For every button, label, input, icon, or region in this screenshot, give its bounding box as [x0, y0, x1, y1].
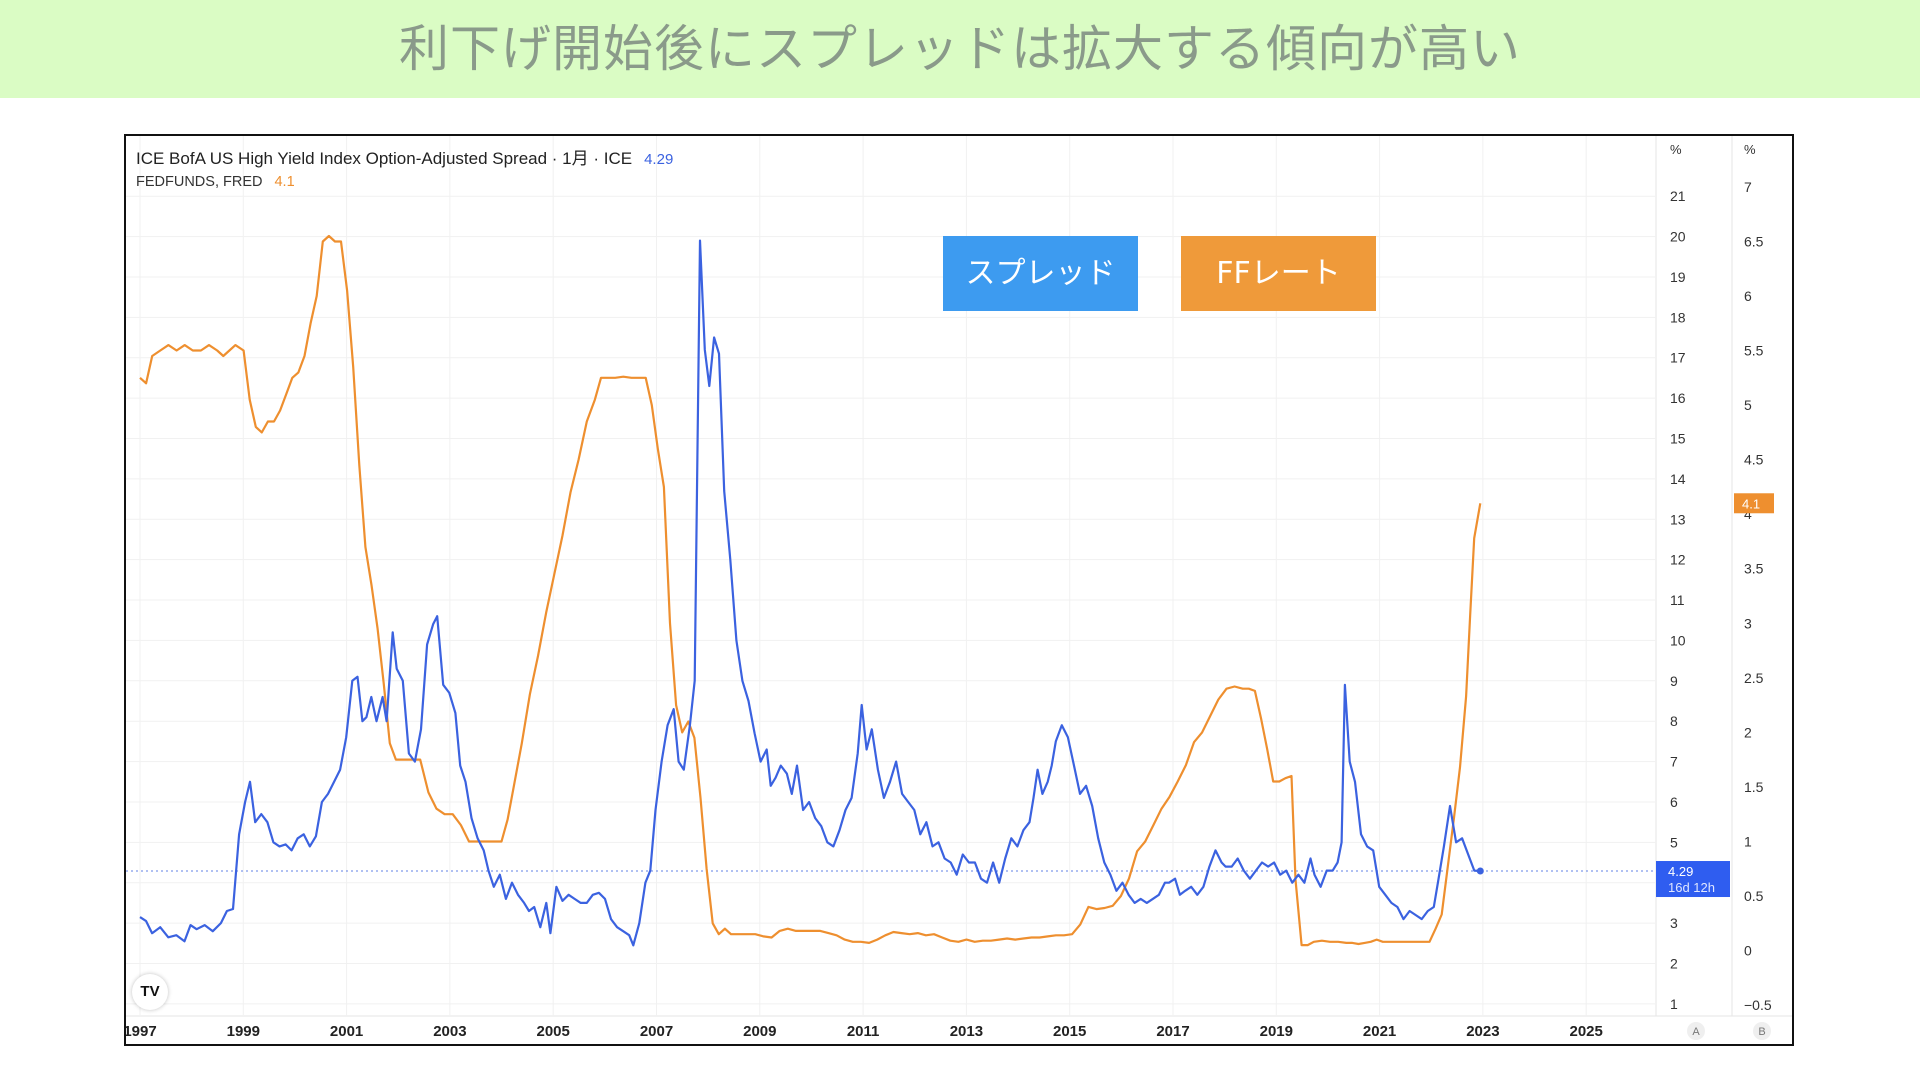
x-axis-tick-label: 2003: [433, 1023, 466, 1040]
right-axis-tick-label: 1: [1744, 833, 1752, 849]
right-axis-tick-label: 2: [1744, 724, 1752, 740]
left-axis-tick-label: 8: [1670, 713, 1678, 729]
right-axis-tick-label: 0: [1744, 943, 1752, 959]
right-axis-tick-label: 5.5: [1744, 343, 1764, 359]
axis-letter: A: [1692, 1026, 1700, 1038]
left-axis-tick-label: 16: [1670, 390, 1686, 406]
legend-fedfunds-value: 4.1: [274, 174, 295, 190]
right-axis-tick-label: −0.5: [1744, 997, 1772, 1013]
chart-canvas[interactable]: 212019181716151413121110987654321%76.565…: [126, 136, 1792, 1044]
x-axis-tick-label: 2005: [537, 1023, 570, 1040]
left-axis-tick-label: 15: [1670, 431, 1686, 447]
right-axis-tick-label: 1.5: [1744, 779, 1764, 795]
x-axis-tick-label: 2017: [1156, 1023, 1189, 1040]
legend-fedfunds[interactable]: FEDFUNDS, FRED 4.1: [136, 174, 295, 190]
left-axis-tick-label: 19: [1670, 269, 1686, 285]
right-axis-tick-label: 0.5: [1744, 888, 1764, 904]
banner-title: 利下げ開始後にスプレッドは拡大する傾向が高い: [399, 20, 1521, 78]
legend-spread[interactable]: ICE BofA US High Yield Index Option-Adju…: [136, 144, 673, 169]
x-axis-tick-label: 2023: [1466, 1023, 1499, 1040]
ff-rate-label-tag: FFレート: [1181, 236, 1376, 311]
left-axis-unit: %: [1670, 142, 1682, 157]
spread-series-line: [139, 239, 1481, 947]
spread-last-value: 4.29: [1668, 864, 1693, 879]
x-axis-tick-label: 2019: [1260, 1023, 1293, 1040]
x-axis-tick-label: 1997: [126, 1023, 157, 1040]
left-axis-tick-label: 1: [1670, 996, 1678, 1012]
left-axis-tick-label: 21: [1670, 188, 1686, 204]
right-axis-tick-label: 7: [1744, 179, 1752, 195]
left-axis-tick-label: 11: [1670, 592, 1685, 608]
left-axis-tick-label: 5: [1670, 834, 1678, 850]
right-axis-tick-label: 6: [1744, 288, 1752, 304]
legend-spread-value: 4.29: [644, 151, 674, 168]
right-axis-tick-label: 4.5: [1744, 452, 1764, 468]
left-axis-tick-label: 9: [1670, 673, 1678, 689]
x-axis-tick-label: 2025: [1570, 1023, 1603, 1040]
right-axis-tick-label: 3.5: [1744, 561, 1764, 577]
x-axis-tick-label: 1999: [227, 1023, 260, 1040]
x-axis-tick-label: 2013: [950, 1023, 983, 1040]
ff-last-value: 4.1: [1742, 496, 1760, 511]
x-axis-tick-label: 2009: [743, 1023, 776, 1040]
spread-label-tag: スプレッド: [943, 236, 1138, 311]
left-axis-tick-label: 6: [1670, 794, 1678, 810]
left-axis-tick-label: 7: [1670, 754, 1678, 770]
fedfunds-series-line: [139, 234, 1482, 947]
legend-fedfunds-title: FEDFUNDS, FRED: [136, 174, 263, 190]
tradingview-logo-icon[interactable]: TV: [132, 974, 168, 1010]
axis-letter-badge: [1687, 1022, 1705, 1040]
left-axis-tick-label: 13: [1670, 511, 1686, 527]
x-axis-tick-label: 2007: [640, 1023, 673, 1040]
right-axis-tick-label: 5: [1744, 397, 1752, 413]
left-axis-tick-label: 18: [1670, 309, 1686, 325]
spread-last-value-badge: [1656, 861, 1730, 898]
right-axis-tick-label: 4: [1744, 506, 1752, 522]
x-axis-tick-label: 2015: [1053, 1023, 1086, 1040]
left-axis-tick-label: 12: [1670, 552, 1686, 568]
left-axis-tick-label: 17: [1670, 350, 1686, 366]
x-axis-tick-label: 2001: [330, 1023, 363, 1040]
ff-last-value-badge: [1734, 493, 1774, 514]
left-axis-tick-label: 3: [1670, 915, 1678, 931]
left-axis-tick-label: 2: [1670, 956, 1678, 972]
x-axis-tick-label: 2021: [1363, 1023, 1396, 1040]
spread-last-point: [1476, 867, 1484, 875]
right-axis-tick-label: 6.5: [1744, 233, 1764, 249]
left-axis-tick-label: 10: [1670, 632, 1686, 648]
left-axis-tick-label: 14: [1670, 471, 1686, 487]
header-banner: 利下げ開始後にスプレッドは拡大する傾向が高い: [0, 0, 1920, 98]
left-axis-tick-label: 20: [1670, 229, 1686, 245]
chart-frame: 212019181716151413121110987654321%76.565…: [124, 134, 1794, 1046]
spread-last-value-countdown: 16d 12h: [1668, 880, 1715, 895]
right-axis-unit: %: [1744, 142, 1756, 157]
right-axis-tick-label: 2.5: [1744, 670, 1764, 686]
axis-letter-badge: [1753, 1022, 1771, 1040]
legend-spread-title: ICE BofA US High Yield Index Option-Adju…: [136, 149, 633, 168]
axis-letter: B: [1758, 1026, 1765, 1038]
x-axis-tick-label: 2011: [847, 1023, 880, 1040]
right-axis-tick-label: 3: [1744, 615, 1752, 631]
